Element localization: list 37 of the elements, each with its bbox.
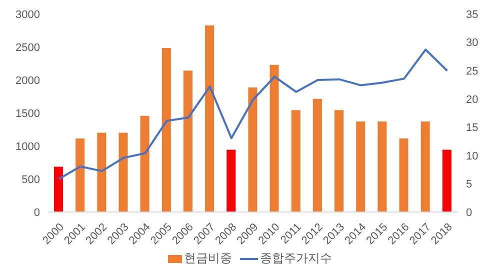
y2-tick-label: 5 — [466, 178, 472, 191]
bar — [356, 121, 366, 212]
bar — [442, 150, 452, 212]
legend-label: 현금비중 — [184, 250, 232, 267]
y-tick-label: 2500 — [16, 42, 40, 54]
y-tick-label: 1500 — [16, 108, 40, 120]
bar — [205, 25, 214, 212]
bar — [140, 116, 150, 212]
y-tick-label: 0 — [34, 206, 40, 219]
y2-tick-label: 0 — [466, 206, 472, 219]
line-series — [58, 48, 448, 180]
bar — [97, 132, 106, 212]
bar — [118, 132, 128, 212]
bar — [54, 166, 63, 212]
bar — [291, 110, 300, 212]
y-tick-label: 500 — [22, 174, 40, 186]
y-tick-label: 1000 — [16, 140, 40, 153]
bar — [312, 98, 322, 212]
y2-tick-label: 30 — [466, 37, 478, 50]
legend-label: 종합주가지수 — [260, 250, 332, 267]
bar — [420, 121, 430, 212]
y-tick-label: 2000 — [16, 74, 40, 87]
y2-tick-label: 25 — [466, 65, 478, 78]
y2-tick-label: 15 — [466, 122, 478, 134]
y2-tick-label: 20 — [466, 94, 478, 106]
y-tick-label: 3000 — [16, 8, 40, 21]
bar — [334, 110, 344, 212]
bar — [378, 121, 387, 212]
bar — [270, 64, 279, 212]
bar — [162, 48, 171, 212]
y2-tick-label: 35 — [466, 8, 478, 21]
bar — [226, 150, 236, 212]
y2-tick-label: 10 — [466, 150, 478, 162]
bar — [399, 138, 408, 212]
bar — [76, 138, 85, 212]
bar — [183, 70, 192, 212]
bar — [248, 88, 258, 212]
